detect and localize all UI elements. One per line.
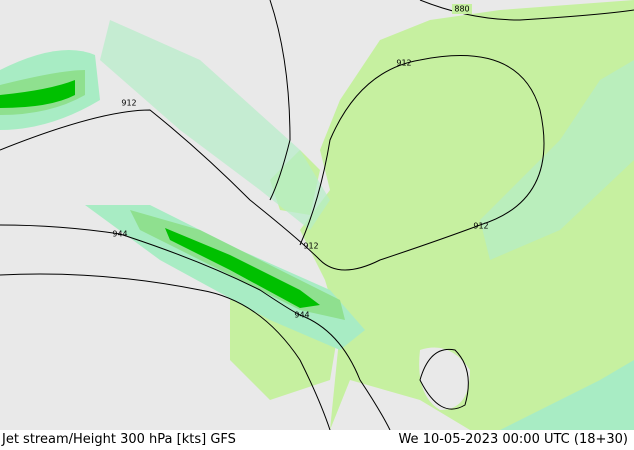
jet-core [0,80,75,108]
footer-time: We 10-05-2023 00:00 UTC (18+30) [398,432,628,447]
contour-label: 880 [454,5,469,14]
footer-title: Jet stream/Height 300 hPa [kts] GFS [2,432,236,447]
contour [419,348,469,410]
contour [269,0,291,201]
contour-label: 944 [294,311,309,320]
label-bg [452,4,472,14]
sea [419,347,470,410]
contour [0,273,331,431]
sea [330,380,470,430]
contour [0,55,545,271]
footer: Jet stream/Height 300 hPa [kts] GFS We 1… [0,430,634,450]
contour [419,0,634,21]
jet-band [500,360,634,430]
jet-band [100,20,330,230]
jet-core [165,228,320,308]
contour-label: 912 [473,222,488,231]
contour-label: 912 [303,242,318,251]
land [300,0,634,430]
jet-band [480,60,634,260]
map: 880 912 912 912 912 944 944 [0,0,634,431]
contour [0,224,391,431]
contour-labels: 880 912 912 912 912 944 944 [112,4,489,320]
contour-label: 944 [112,230,127,239]
contour-label: 912 [396,59,411,68]
jet-band [85,205,365,350]
contour-label: 912 [121,99,136,108]
